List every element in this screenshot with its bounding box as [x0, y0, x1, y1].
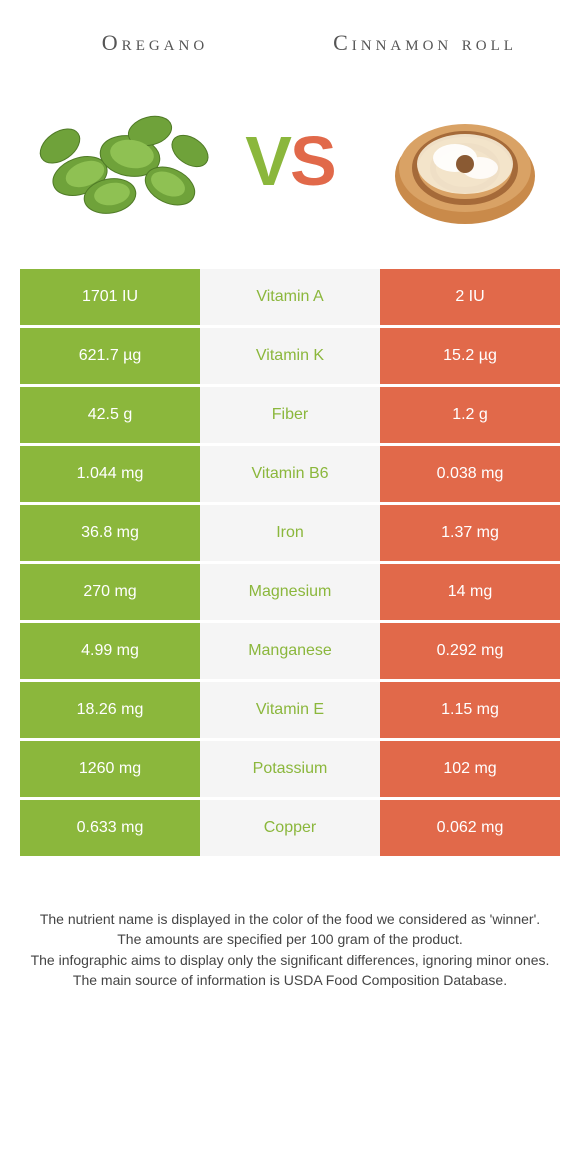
oregano-image — [20, 86, 220, 236]
nutrient-table: 1701 IUVitamin A2 IU621.7 µgVitamin K15.… — [20, 266, 560, 859]
nutrient-row: 621.7 µgVitamin K15.2 µg — [20, 328, 560, 384]
left-value: 1701 IU — [20, 269, 200, 325]
nutrient-label: Iron — [200, 505, 380, 561]
nutrient-row: 1701 IUVitamin A2 IU — [20, 269, 560, 325]
left-value: 1260 mg — [20, 741, 200, 797]
footnotes: The nutrient name is displayed in the co… — [0, 859, 580, 990]
right-value: 102 mg — [380, 741, 560, 797]
nutrient-row: 42.5 gFiber1.2 g — [20, 387, 560, 443]
right-value: 1.2 g — [380, 387, 560, 443]
header: Oregano Cinnamon roll — [0, 0, 580, 66]
nutrient-label: Manganese — [200, 623, 380, 679]
nutrient-label: Copper — [200, 800, 380, 856]
left-value: 4.99 mg — [20, 623, 200, 679]
nutrient-label: Magnesium — [200, 564, 380, 620]
right-value: 1.37 mg — [380, 505, 560, 561]
footnote-line: The main source of information is USDA F… — [24, 970, 556, 990]
left-food-title: Oregano — [35, 30, 275, 56]
nutrient-row: 270 mgMagnesium14 mg — [20, 564, 560, 620]
left-value: 270 mg — [20, 564, 200, 620]
left-value: 18.26 mg — [20, 682, 200, 738]
right-value: 0.292 mg — [380, 623, 560, 679]
vs-label: VS — [245, 121, 334, 201]
left-value: 36.8 mg — [20, 505, 200, 561]
right-food-title: Cinnamon roll — [305, 30, 545, 56]
nutrient-label: Vitamin B6 — [200, 446, 380, 502]
vs-v: V — [245, 122, 290, 200]
nutrient-row: 36.8 mgIron1.37 mg — [20, 505, 560, 561]
right-value: 1.15 mg — [380, 682, 560, 738]
nutrient-label: Vitamin E — [200, 682, 380, 738]
nutrient-row: 1260 mgPotassium102 mg — [20, 741, 560, 797]
nutrient-row: 0.633 mgCopper0.062 mg — [20, 800, 560, 856]
nutrient-row: 4.99 mgManganese0.292 mg — [20, 623, 560, 679]
nutrient-tbody: 1701 IUVitamin A2 IU621.7 µgVitamin K15.… — [20, 269, 560, 856]
nutrient-row: 18.26 mgVitamin E1.15 mg — [20, 682, 560, 738]
left-value: 0.633 mg — [20, 800, 200, 856]
nutrient-label: Potassium — [200, 741, 380, 797]
nutrient-label: Vitamin K — [200, 328, 380, 384]
cinnamon-roll-image — [360, 86, 560, 236]
left-value: 1.044 mg — [20, 446, 200, 502]
cinnamon-roll-icon — [360, 86, 560, 236]
nutrient-row: 1.044 mgVitamin B60.038 mg — [20, 446, 560, 502]
right-value: 2 IU — [380, 269, 560, 325]
nutrient-label: Vitamin A — [200, 269, 380, 325]
right-value: 14 mg — [380, 564, 560, 620]
right-value: 0.062 mg — [380, 800, 560, 856]
vs-s: S — [290, 122, 335, 200]
footnote-line: The nutrient name is displayed in the co… — [24, 909, 556, 929]
nutrient-label: Fiber — [200, 387, 380, 443]
images-row: VS — [0, 66, 580, 266]
right-value: 15.2 µg — [380, 328, 560, 384]
left-value: 621.7 µg — [20, 328, 200, 384]
footnote-line: The amounts are specified per 100 gram o… — [24, 929, 556, 949]
footnote-line: The infographic aims to display only the… — [24, 950, 556, 970]
left-value: 42.5 g — [20, 387, 200, 443]
oregano-icon — [20, 86, 220, 236]
right-value: 0.038 mg — [380, 446, 560, 502]
